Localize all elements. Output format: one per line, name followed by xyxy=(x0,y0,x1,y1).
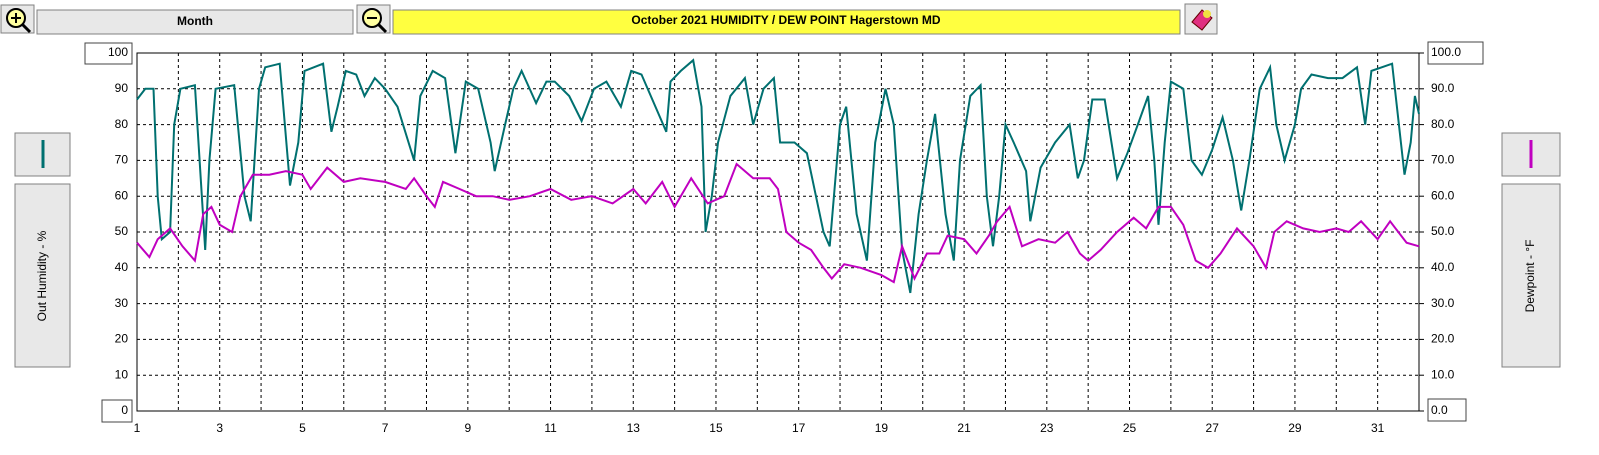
series-layer xyxy=(136,58,1420,294)
y2-tick-label: 70.0 xyxy=(1431,153,1455,167)
y-axis-label: Out Humidity - % xyxy=(35,230,49,321)
y2-min-box xyxy=(1427,398,1467,422)
x-tick-label: 19 xyxy=(875,421,889,435)
y2-tick-label: 40.0 xyxy=(1431,260,1455,274)
y-label-box xyxy=(14,183,71,368)
x-tick-label: 29 xyxy=(1288,421,1302,435)
x-tick-label: 3 xyxy=(216,421,223,435)
eraser-button[interactable] xyxy=(1184,3,1218,35)
x-tick-label: 11 xyxy=(544,421,557,435)
y-tick-label: 100 xyxy=(108,45,128,59)
x-tick-label: 1 xyxy=(134,421,141,435)
x-tick-label: 15 xyxy=(709,421,723,435)
y-tick-label: 60 xyxy=(115,188,129,202)
period-label: Month xyxy=(177,14,213,28)
y-tick-label: 80 xyxy=(115,117,129,131)
grid xyxy=(137,53,1419,411)
y2-tick-label: 100.0 xyxy=(1431,45,1461,59)
y2-tick-label: 60.0 xyxy=(1431,188,1455,202)
y-tick-label: 90 xyxy=(115,81,129,95)
y2-tick-label: 20.0 xyxy=(1431,332,1455,346)
x-tick-label: 7 xyxy=(382,421,389,435)
y-tick-label: 50 xyxy=(115,224,129,238)
y-min-box xyxy=(101,399,133,423)
y-tick-label: 0 xyxy=(121,403,128,417)
chart-title: October 2021 HUMIDITY / DEW POINT Hagers… xyxy=(631,13,940,27)
y2-tick-label: 50.0 xyxy=(1431,224,1455,238)
x-tick-label: 9 xyxy=(464,421,471,435)
y2-label-box xyxy=(1501,183,1561,368)
series-line xyxy=(136,162,1420,284)
y2-tick-label: 30.0 xyxy=(1431,296,1455,310)
y2-max-box xyxy=(1427,41,1484,65)
x-tick-label: 21 xyxy=(957,421,971,435)
y-tick-label: 10 xyxy=(115,367,129,381)
x-tick-label: 5 xyxy=(299,421,306,435)
series-line xyxy=(136,58,1420,294)
x-tick-label: 17 xyxy=(792,421,806,435)
y-tick-label: 40 xyxy=(115,260,129,274)
y-tick-label: 30 xyxy=(115,296,129,310)
y-tick-label: 70 xyxy=(115,153,129,167)
x-tick-label: 13 xyxy=(627,421,641,435)
period-button[interactable] xyxy=(36,9,354,35)
zoom-in-button[interactable] xyxy=(0,4,35,34)
x-tick-label: 23 xyxy=(1040,421,1054,435)
x-tick-label: 31 xyxy=(1371,421,1385,435)
x-tick-label: 27 xyxy=(1206,421,1220,435)
x-tick-label: 25 xyxy=(1123,421,1137,435)
y-max-box xyxy=(84,42,133,65)
y2-tick-label: 0.0 xyxy=(1431,403,1448,417)
y2-tick-label: 90.0 xyxy=(1431,81,1455,95)
y2-axis-label: Dewpoint - °F xyxy=(1523,240,1537,313)
y-tick-label: 20 xyxy=(115,332,129,346)
title-bar xyxy=(392,9,1181,35)
y2-tick-label: 10.0 xyxy=(1431,367,1455,381)
y2-tick-label: 80.0 xyxy=(1431,117,1455,131)
zoom-out-button[interactable] xyxy=(356,4,391,34)
